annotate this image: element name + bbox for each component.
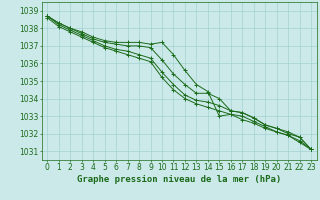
X-axis label: Graphe pression niveau de la mer (hPa): Graphe pression niveau de la mer (hPa) (77, 175, 281, 184)
